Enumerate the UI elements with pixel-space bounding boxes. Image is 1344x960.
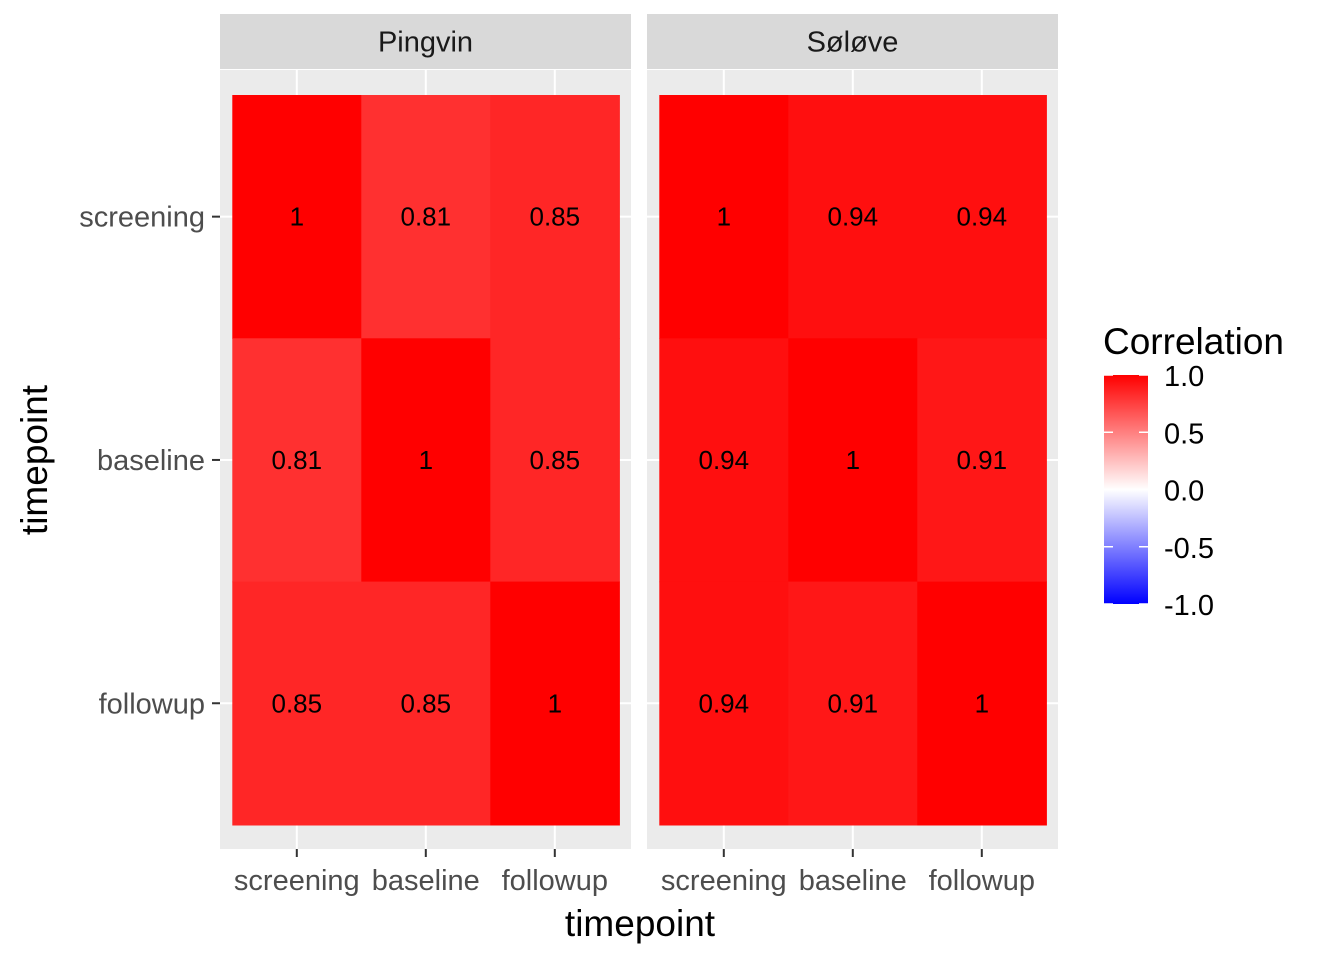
x-axis-tick-label: screening xyxy=(661,865,787,897)
heatmap-cell-label: 0.85 xyxy=(271,688,322,718)
y-axis-tick-label: followup xyxy=(99,688,205,720)
heatmap-cell-label: 1 xyxy=(419,445,433,475)
axes: screening baseline followup screening baseli… xyxy=(14,202,1035,944)
heatmap-cell xyxy=(490,581,620,826)
heatmap-cell-label: 0.85 xyxy=(529,202,580,232)
heatmap-cell xyxy=(490,95,620,339)
heatmap-cell-label: 1 xyxy=(846,445,860,475)
x-axis-tick-label: baseline xyxy=(372,865,480,897)
heatmap-cell-label: 1 xyxy=(290,202,304,232)
facet-strip xyxy=(220,14,631,69)
facet-panel-2: Søløve 1 0.94 0.94 0.94 1 0.91 0.94 0.91 1 xyxy=(647,14,1058,849)
heatmap-cell-label: 0.94 xyxy=(956,202,1007,232)
y-axis-tick-label: baseline xyxy=(97,445,205,477)
heatmap-cell xyxy=(659,95,789,339)
heatmap-cell xyxy=(361,581,491,826)
heatmap-cell xyxy=(659,338,789,583)
heatmap-cell-label: 1 xyxy=(717,202,731,232)
facet-panel-1: Pingvin 1 0.81 0.85 0.81 1 0.85 0.85 0.85 1 xyxy=(220,14,631,849)
heatmap-cell xyxy=(232,581,362,826)
y-axis-tick-label: screening xyxy=(79,202,205,234)
heatmap-cell-label: 0.81 xyxy=(271,445,322,475)
heatmap-cell xyxy=(788,95,918,339)
x-axis-title: timepoint xyxy=(565,903,716,944)
x-axis-tick-label: followup xyxy=(502,865,608,897)
heatmap-cell-label: 1 xyxy=(975,688,989,718)
heatmap-cell xyxy=(917,338,1047,583)
heatmap-cell-label: 0.94 xyxy=(698,445,749,475)
legend-break-label: 0.0 xyxy=(1164,476,1204,508)
heatmap-cell-label: 0.94 xyxy=(698,688,749,718)
heatmap-cell xyxy=(917,581,1047,826)
heatmap-cell-label: 0.85 xyxy=(529,445,580,475)
legend-break-label: -1.0 xyxy=(1164,590,1214,622)
heatmap-cell-label: 0.91 xyxy=(827,688,878,718)
heatmap-cell xyxy=(788,581,918,826)
heatmap-cell xyxy=(490,338,620,583)
x-axis-tick-label: followup xyxy=(929,865,1035,897)
facet-strip-label: Pingvin xyxy=(378,27,473,59)
legend-title: Correlation xyxy=(1103,321,1284,362)
heatmap-cell-label: 0.85 xyxy=(400,688,451,718)
heatmap-cell xyxy=(659,581,789,826)
facet-strip-label: Søløve xyxy=(807,27,899,59)
heatmap-cell xyxy=(232,338,362,583)
heatmap-cell-label: 1 xyxy=(548,688,562,718)
heatmap-cell xyxy=(361,338,491,583)
legend-break-label: -0.5 xyxy=(1164,533,1214,565)
heatmap-cell-label: 0.91 xyxy=(956,445,1007,475)
heatmap-cell xyxy=(917,95,1047,339)
heatmap-cell xyxy=(361,95,491,339)
x-axis-tick-label: screening xyxy=(234,865,360,897)
legend-break-label: 1.0 xyxy=(1164,361,1204,393)
heatmap-cell xyxy=(232,95,362,339)
x-axis-tick-label: baseline xyxy=(799,865,907,897)
legend-break-label: 0.5 xyxy=(1164,418,1204,450)
heatmap-cell-label: 0.94 xyxy=(827,202,878,232)
heatmap-cell-label: 0.81 xyxy=(400,202,451,232)
facet-strip xyxy=(647,14,1058,69)
y-axis-title: timepoint xyxy=(14,384,55,535)
heatmap-cell xyxy=(788,338,918,583)
